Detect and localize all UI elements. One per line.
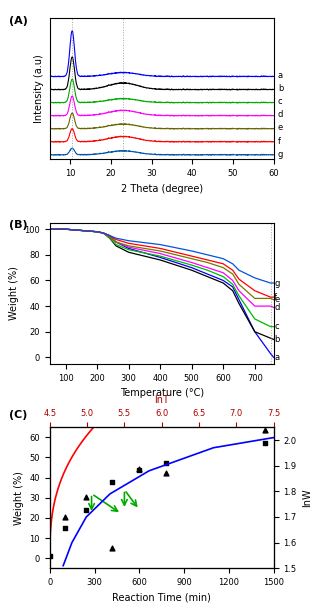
Point <box>164 459 169 469</box>
Text: b: b <box>274 335 280 344</box>
X-axis label: lnT: lnT <box>154 395 169 405</box>
Point <box>47 551 52 561</box>
X-axis label: 2 Theta (degree): 2 Theta (degree) <box>121 184 203 194</box>
Text: a: a <box>278 71 283 80</box>
Y-axis label: Weight (%): Weight (%) <box>14 471 24 525</box>
Y-axis label: lnW: lnW <box>302 488 311 507</box>
Y-axis label: Weight (%): Weight (%) <box>9 266 19 320</box>
Point <box>262 439 267 448</box>
Point <box>137 464 142 474</box>
Text: d: d <box>274 303 280 312</box>
Text: g: g <box>274 279 280 288</box>
Point <box>110 477 115 486</box>
Point <box>83 492 88 502</box>
Text: g: g <box>278 150 283 159</box>
Point <box>83 505 88 514</box>
Text: (B): (B) <box>9 220 28 230</box>
Point <box>164 468 169 478</box>
Text: f: f <box>278 136 281 145</box>
Point <box>262 425 267 434</box>
Text: (A): (A) <box>9 15 28 26</box>
Point <box>63 513 68 522</box>
Text: a: a <box>274 353 280 362</box>
Text: c: c <box>278 97 282 106</box>
Text: f: f <box>274 293 277 302</box>
Point <box>63 523 68 533</box>
X-axis label: Temperature (°C): Temperature (°C) <box>120 388 204 398</box>
Text: e: e <box>278 123 283 133</box>
Text: b: b <box>278 84 283 93</box>
Point <box>110 543 115 552</box>
Text: c: c <box>274 322 279 331</box>
Y-axis label: Intensity (a.u): Intensity (a.u) <box>34 54 44 123</box>
Text: (C): (C) <box>9 411 28 420</box>
Point <box>137 464 142 474</box>
X-axis label: Reaction Time (min): Reaction Time (min) <box>112 593 211 602</box>
Text: e: e <box>274 295 280 304</box>
Text: d: d <box>278 111 283 119</box>
